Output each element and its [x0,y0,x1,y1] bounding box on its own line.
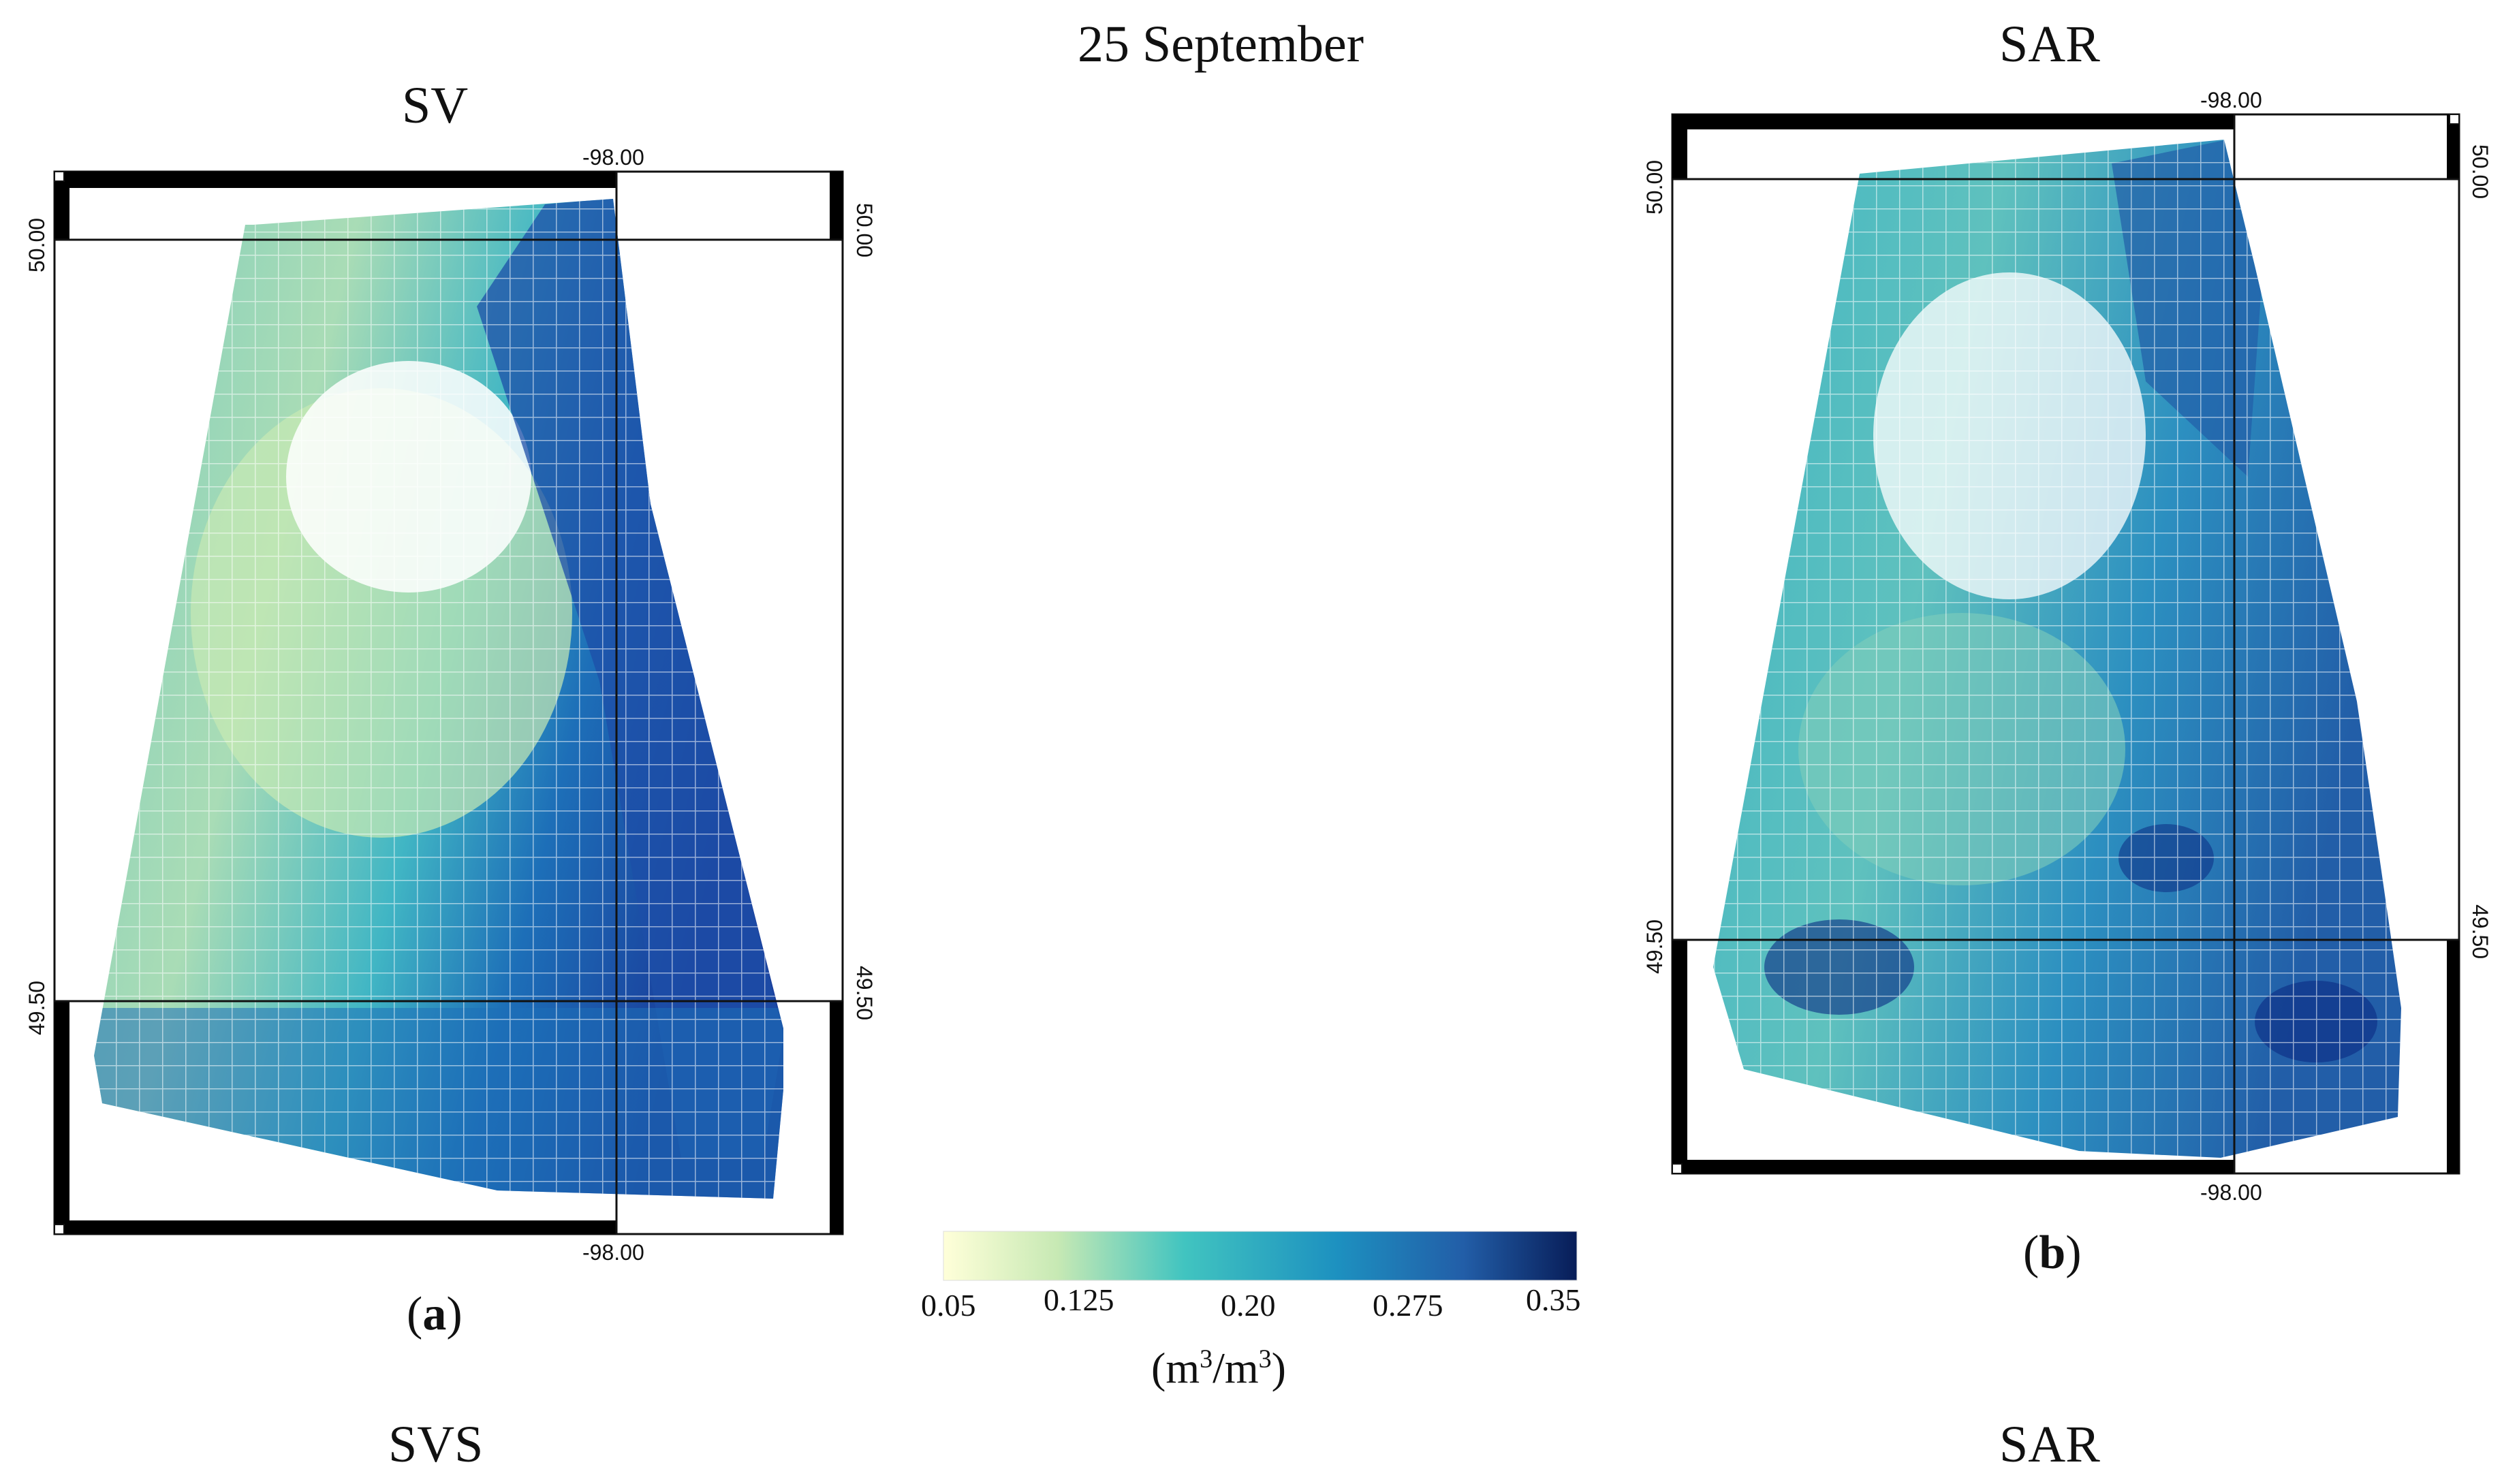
panel-b-title: SAR [1999,16,2100,73]
colorbar-tick-0: 0.05 [921,1288,976,1323]
panel-a-lat-top-right-label: 50.00 [852,203,877,257]
panel-a-lat-top-left-label: 50.00 [25,218,49,272]
colorbar-tick-2: 0.20 [1221,1288,1276,1323]
date-title: 25 September [1078,16,1364,73]
panel-b-lat-bottom-left-label: 49.50 [1642,919,1667,974]
panel-b-label: (b) [2023,1227,2082,1279]
colorbar-tick-3: 0.275 [1373,1288,1443,1323]
colorbar-ramp [943,1231,1578,1281]
panel-a-lat-bottom-right-label: 49.50 [852,966,877,1020]
panel-b-lat-bottom-right-label: 49.50 [2468,904,2492,959]
panel-a-label: (a) [407,1288,463,1340]
panel-a-lon-bottom-label: -98.00 [582,1240,644,1265]
panel-a-lon-top-label: -98.00 [582,145,644,170]
bottom-left-title: SVS [388,1416,484,1473]
panel-b-lat-top-right-label: 50.00 [2468,144,2492,199]
panel-b-lon-bottom-label: -98.00 [2200,1180,2262,1205]
panel-a-title: SV [402,77,469,134]
colorbar [943,1231,1578,1281]
colorbar-unit-label: (m3/m3) [1151,1344,1286,1392]
panel-b-lat-top-left-label: 50.00 [1642,160,1667,215]
panel-b-map: -98.00 -98.00 50.00 50.00 49.50 49.50 [1642,88,2492,1205]
colorbar-tick-1: 0.125 [1044,1282,1114,1317]
colorbar-tick-4: 0.35 [1526,1282,1581,1317]
bottom-right-title: SAR [1999,1416,2100,1473]
panel-a-lat-bottom-left-label: 49.50 [25,981,49,1035]
panel-b-lon-top-label: -98.00 [2200,88,2262,112]
panel-a-map: -98.00 -98.00 50.00 50.00 49.50 49.50 [25,145,877,1265]
